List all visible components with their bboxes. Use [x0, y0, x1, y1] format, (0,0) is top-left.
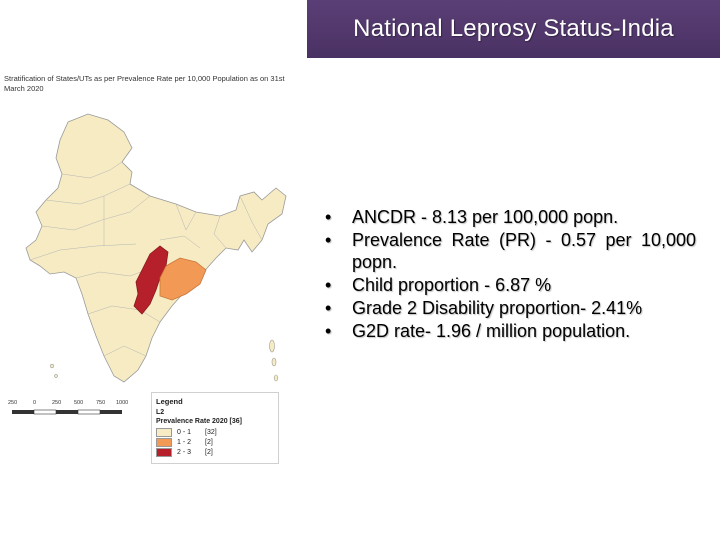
- bullet-prevalence-rate: • Prevalence Rate (PR) - 0.57 per 10,000 …: [322, 229, 696, 273]
- scale-tick: 250: [8, 400, 18, 406]
- legend-swatch-high: [156, 448, 172, 457]
- legend-row-medium: 1 - 2 [2]: [156, 438, 213, 447]
- map-region-lakshadweep: [49, 363, 58, 378]
- state-boundaries: [29, 161, 263, 357]
- india-map: Legend L2 Prevalence Rate 2020 [36] 0 - …: [0, 100, 310, 470]
- scale-tick: 250: [52, 400, 62, 406]
- slide-title: National Leprosy Status-India: [353, 15, 674, 42]
- map-region-india: [25, 113, 287, 383]
- legend-count: [2]: [205, 449, 213, 456]
- bullet-text: Grade 2 Disability proportion- 2.41%: [352, 298, 643, 318]
- legend-range: 1 - 2: [177, 439, 192, 446]
- map-legend: Legend L2 Prevalence Rate 2020 [36] 0 - …: [151, 392, 279, 464]
- bullet-text: Prevalence Rate (PR) - 0.57 per 10,000 p…: [352, 230, 696, 272]
- legend-layer: L2: [156, 409, 165, 416]
- map-region-high: [133, 245, 169, 315]
- legend-title: Legend: [156, 397, 183, 406]
- bullet-marker: •: [325, 207, 332, 227]
- bullet-marker: •: [325, 321, 332, 341]
- legend-range: 0 - 1: [177, 429, 192, 436]
- bullet-marker: •: [325, 298, 332, 318]
- legend-row-low: 0 - 1 [32]: [156, 428, 217, 437]
- scale-tick: 750: [96, 400, 106, 406]
- map-region-islands: [269, 339, 279, 382]
- slide-title-bar: National Leprosy Status-India: [307, 0, 720, 58]
- scale-tick: 0: [33, 400, 37, 406]
- map-region-medium: [159, 257, 207, 301]
- legend-swatch-low: [156, 428, 172, 437]
- bullet-text: G2D rate- 1.96 / million population.: [352, 321, 631, 341]
- bullet-marker: •: [325, 230, 332, 250]
- bullet-marker: •: [325, 275, 332, 295]
- bullet-g2d-rate: • G2D rate- 1.96 / million population.: [322, 320, 696, 342]
- bullet-grade2-disability: • Grade 2 Disability proportion- 2.41%: [322, 297, 696, 319]
- bullet-text: Child proportion - 6.87 %: [352, 275, 552, 295]
- scale-bar-graphic: [12, 409, 122, 415]
- india-map-graphic: [25, 113, 287, 383]
- scale-tick: 1000: [116, 400, 129, 406]
- legend-count: [2]: [205, 439, 213, 446]
- key-statistics-list: • ANCDR - 8.13 per 100,000 popn. • Prevale…: [322, 206, 696, 343]
- map-caption: Stratification of States/UTs as per Prev…: [4, 74, 285, 93]
- bullet-ancdr: • ANCDR - 8.13 per 100,000 popn.: [322, 206, 696, 228]
- legend-swatch-medium: [156, 438, 172, 447]
- legend-count: [32]: [205, 429, 217, 436]
- bullet-text: ANCDR - 8.13 per 100,000 popn.: [352, 207, 619, 227]
- bullet-child-proportion: • Child proportion - 6.87 %: [322, 274, 696, 296]
- scale-tick: 500: [74, 400, 84, 406]
- legend-row-high: 2 - 3 [2]: [156, 448, 213, 457]
- legend-field: Prevalence Rate 2020 [36]: [156, 418, 242, 425]
- legend-range: 2 - 3: [177, 449, 192, 456]
- map-scale-bar: 250 0 250 500 750 1000: [8, 398, 148, 422]
